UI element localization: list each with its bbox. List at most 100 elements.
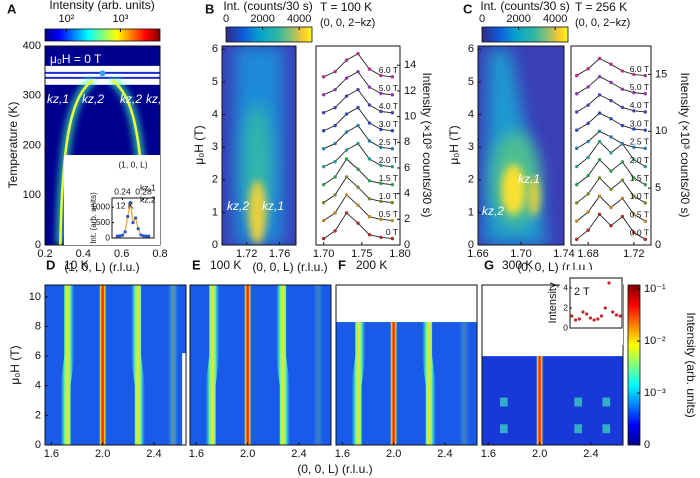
x-tick-label: 2.4 [437, 448, 452, 460]
data-point [643, 219, 647, 223]
y-tick-label: 4 [468, 108, 474, 120]
data-point [632, 90, 636, 95]
inset-point [611, 310, 615, 314]
inset-point [139, 233, 143, 237]
data-point [356, 123, 360, 128]
data-point [620, 105, 625, 110]
data-point [597, 93, 602, 97]
y-tick-label: 12 [404, 85, 416, 97]
data-point [333, 229, 337, 233]
data-point [575, 92, 579, 96]
series-label: 2.5 T [630, 137, 649, 147]
colorbar-title: Intensity (arb. units) [49, 0, 154, 12]
data-point [632, 109, 636, 113]
colorbar-tick-label: 2000 [506, 13, 530, 25]
panel-letter: C [463, 1, 473, 16]
heatmap [478, 46, 564, 245]
y-tick-label: 10 [29, 291, 41, 303]
heatmap [336, 285, 477, 445]
data-point [367, 67, 372, 71]
y-tick-label: 2 [404, 213, 410, 225]
heatmap-shade [499, 397, 508, 407]
heatmap-shade [243, 285, 252, 445]
x-tick-label: 2.0 [95, 448, 110, 460]
y-axis-label: μ₀H (T) [192, 125, 206, 164]
data-point [321, 111, 326, 115]
y-axis-label: Temperature (K) [6, 102, 20, 189]
y-tick-label: 0 [35, 239, 41, 251]
annotation: kz,1 [262, 199, 284, 213]
series-label: 4.0 T [630, 100, 649, 110]
x-tick-label: 1.76 [269, 248, 290, 260]
x-tick-label: 1.6 [481, 448, 496, 460]
heatmap [190, 285, 331, 445]
y-tick-label: 8 [404, 136, 410, 148]
y-tick-label: 5 [468, 76, 474, 88]
data-point [356, 221, 360, 225]
data-point [586, 228, 590, 232]
inset-point [115, 234, 119, 238]
panel-letter: G [484, 257, 494, 272]
data-point [390, 129, 395, 133]
panel: 1.6 2.0 2.4 0 2 4 6 8 10 D 10 K μ₀H (T) [8, 257, 187, 460]
inset-point [599, 314, 604, 318]
colorbar-title: Int. (counts/30 s) [223, 0, 312, 13]
y-tick-label: 10 [655, 125, 667, 137]
data-point [333, 87, 337, 92]
heatmap [45, 285, 186, 445]
data-point [575, 110, 579, 114]
heatmap-shade [499, 424, 508, 434]
inset-y-tick-label: 0 [105, 232, 110, 242]
colorbar-tick-label: 10³ [113, 13, 129, 25]
heatmap-shade [459, 322, 470, 445]
data-point [643, 201, 647, 205]
data-point [379, 235, 383, 239]
data-point [390, 93, 395, 97]
data-point [367, 139, 372, 143]
panel: 1.6 2.0 2.4 F 200 K [335, 257, 478, 460]
data-point [356, 185, 360, 189]
data-point [632, 212, 636, 216]
data-point [379, 145, 383, 150]
y-tick-label: 5 [212, 76, 218, 88]
data-point [575, 237, 579, 242]
data-point [586, 85, 590, 89]
colorbar-title: Int. (counts/30 s) [480, 0, 569, 13]
data-point [390, 147, 395, 151]
data-point [321, 129, 326, 133]
y-tick-label: 5 [655, 182, 661, 194]
data-point [620, 214, 625, 219]
inset-point [118, 234, 122, 238]
data-point [367, 215, 372, 219]
x-tick-label: 1.70 [510, 248, 531, 260]
series-label: 3.0 T [379, 119, 398, 129]
series-label: 5.0 T [630, 82, 649, 92]
inset-point [120, 233, 125, 237]
data-point [344, 175, 349, 179]
x-tick-label: 0.4 [76, 248, 91, 260]
x-tick-label: 2.4 [291, 448, 306, 460]
x-tick-label: 1.80 [389, 248, 410, 260]
x-tick-label: 2.0 [240, 448, 255, 460]
data-point [620, 69, 625, 73]
panel: 0 T 0.5 T 1.0 T 1.5 T 2.0 T 2.5 T 3.0 T 4.0 T 5.… [313, 45, 434, 260]
inset-point [603, 306, 607, 310]
panel-title: 100 K [210, 258, 241, 272]
data-point [344, 76, 349, 80]
data-point [379, 163, 383, 168]
data-point [379, 73, 383, 78]
plot-frame [221, 45, 297, 246]
data-point [575, 201, 579, 205]
x-tick-label: 1.6 [44, 448, 59, 460]
y-tick-label: 1 [212, 206, 218, 218]
data-point [367, 85, 372, 89]
inset-point [131, 221, 135, 225]
data-point [344, 112, 349, 116]
data-point [575, 219, 579, 223]
panel: 1.6 2.0 2.4 G 300 K 10⁻¹ 10⁻² 10⁻³ 0 Intensity (a… [481, 257, 698, 459]
data-point [321, 164, 326, 169]
heatmap-shade [168, 285, 179, 445]
inset-point [577, 317, 581, 321]
y-tick-label: 200 [23, 139, 41, 151]
